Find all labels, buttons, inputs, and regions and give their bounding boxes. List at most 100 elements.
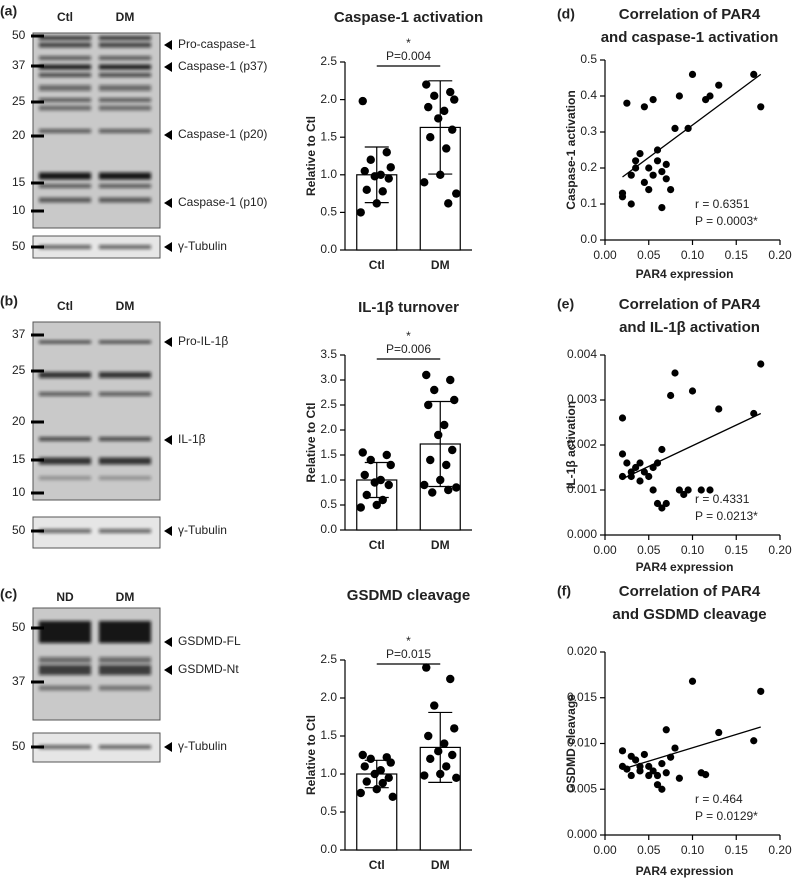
- band-label: Pro-IL-1β: [178, 334, 228, 348]
- y-tick-label: 0.010: [567, 736, 597, 750]
- data-point: [632, 756, 640, 764]
- p-value-label: P=0.004: [386, 49, 431, 63]
- y-tick-label: 2.0: [320, 92, 337, 106]
- data-point: [645, 164, 653, 172]
- blot-band: [39, 172, 91, 180]
- blot-band: [99, 98, 151, 102]
- data-point: [444, 199, 453, 208]
- data-point: [697, 486, 705, 494]
- data-point: [434, 430, 443, 440]
- band-label: IL-1β: [178, 432, 206, 446]
- blot-band: [99, 172, 151, 180]
- y-tick-label: 0.002: [567, 437, 597, 451]
- marker-label: 20: [12, 128, 26, 142]
- p-value-label: P=0.006: [386, 342, 431, 356]
- data-point: [662, 769, 670, 777]
- lane-label: Ctl: [57, 299, 73, 313]
- x-tick-label: 0.10: [681, 843, 705, 857]
- data-point: [706, 92, 714, 100]
- blot-band: [39, 372, 91, 378]
- data-point: [649, 486, 657, 494]
- data-point: [645, 186, 653, 194]
- blot-band: [99, 73, 151, 77]
- y-tick-label: 0.5: [580, 52, 597, 66]
- data-point: [448, 445, 457, 455]
- stat-label: r = 0.6351: [695, 197, 750, 211]
- data-point: [362, 185, 371, 195]
- band-label: Caspase-1 (p37): [178, 59, 267, 73]
- blot-band: [39, 42, 91, 48]
- data-point: [750, 70, 758, 78]
- blot-band: [99, 529, 151, 533]
- blot-band: [39, 129, 91, 133]
- data-point: [658, 785, 666, 793]
- y-tick-label: 0.0: [320, 842, 337, 856]
- panel-label: (d): [557, 6, 575, 22]
- y-tick-label: 0.3: [580, 124, 597, 138]
- blot-band: [99, 340, 151, 344]
- panel-label: (e): [557, 296, 574, 312]
- data-point: [372, 500, 381, 510]
- data-point: [653, 499, 662, 508]
- data-point: [671, 744, 679, 752]
- data-point: [358, 448, 367, 457]
- lane-label: ND: [56, 590, 74, 604]
- y-tick-label: 0.004: [567, 347, 597, 361]
- blot-band: [39, 476, 91, 480]
- loading-control-label: γ-Tubulin: [178, 523, 227, 537]
- data-point: [434, 114, 443, 123]
- data-point: [358, 750, 367, 760]
- data-point: [680, 490, 688, 499]
- y-tick-label: 0.5: [320, 804, 337, 818]
- bar: [356, 773, 398, 851]
- y-tick-label: 1.5: [320, 129, 337, 143]
- y-tick-label: 0.005: [567, 781, 597, 795]
- data-point: [706, 486, 714, 494]
- data-point: [618, 450, 627, 458]
- blot-band: [99, 42, 151, 48]
- x-tick-label: 0.20: [768, 248, 792, 262]
- data-point: [448, 750, 457, 760]
- marker-label: 15: [12, 175, 26, 189]
- significance-marker: *: [406, 634, 411, 648]
- data-point: [684, 486, 692, 494]
- marker-label: 37: [12, 58, 26, 72]
- data-point: [649, 171, 657, 179]
- x-tick-label: 0.00: [593, 843, 617, 857]
- data-point: [757, 360, 765, 368]
- data-point: [658, 445, 666, 454]
- data-point: [446, 375, 455, 385]
- data-point: [658, 204, 666, 212]
- band-arrow: [164, 198, 172, 208]
- y-axis-label: Caspase-1 activation: [564, 90, 578, 209]
- data-point: [440, 106, 449, 116]
- data-point: [360, 166, 369, 176]
- x-tick-label: 0.15: [725, 248, 749, 262]
- data-point: [636, 150, 644, 158]
- marker-label: 37: [12, 674, 26, 688]
- data-point: [757, 687, 765, 695]
- data-point: [420, 178, 429, 187]
- chart-title: GSDMD cleavage: [347, 587, 470, 604]
- chart-title: and IL-1β activation: [619, 319, 760, 336]
- data-point: [378, 187, 387, 196]
- data-point: [360, 762, 369, 771]
- marker-label: 25: [12, 363, 26, 377]
- lane-label: DM: [116, 299, 135, 313]
- x-tick-label: DM: [431, 858, 450, 872]
- blot-band: [39, 98, 91, 102]
- blot-band: [99, 197, 151, 203]
- panel-label: (a): [0, 3, 17, 19]
- data-point: [422, 370, 431, 380]
- chart-title: Caspase-1 activation: [334, 9, 483, 26]
- blot-band: [99, 621, 151, 643]
- x-axis-label: PAR4 expression: [636, 560, 734, 574]
- data-point: [662, 160, 670, 168]
- blot-band: [99, 36, 151, 40]
- data-point: [618, 414, 627, 422]
- blot-band: [39, 529, 91, 533]
- blot-band: [99, 437, 151, 441]
- blot-band: [99, 85, 151, 91]
- lane-label: Ctl: [57, 10, 73, 24]
